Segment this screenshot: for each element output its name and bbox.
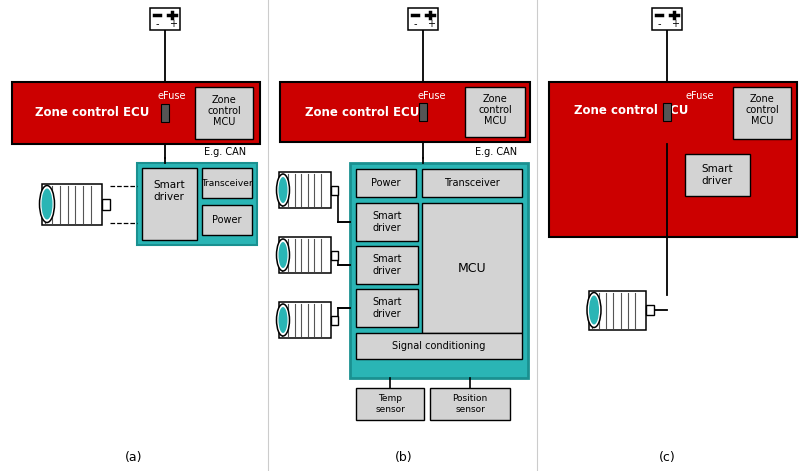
Text: eFuse: eFuse: [686, 91, 714, 101]
Ellipse shape: [589, 295, 599, 325]
Text: eFuse: eFuse: [418, 91, 446, 101]
Text: -: -: [414, 19, 417, 29]
Text: E.g. CAN: E.g. CAN: [475, 147, 517, 157]
Bar: [422, 203, 522, 333]
Bar: [279, 172, 331, 208]
Text: (b): (b): [395, 452, 413, 464]
Ellipse shape: [277, 304, 290, 336]
Bar: [161, 104, 169, 122]
Bar: [652, 8, 682, 30]
Bar: [422, 169, 522, 197]
Bar: [142, 168, 197, 240]
Bar: [419, 103, 427, 121]
Text: Position
sensor: Position sensor: [452, 394, 488, 414]
Text: Zone: Zone: [750, 94, 774, 104]
Text: MCU: MCU: [213, 117, 235, 127]
Bar: [430, 388, 510, 420]
Bar: [331, 316, 338, 325]
Bar: [280, 82, 530, 142]
Ellipse shape: [278, 177, 287, 203]
Text: Smart
driver: Smart driver: [701, 164, 733, 186]
Text: Transceiver: Transceiver: [201, 179, 253, 187]
Ellipse shape: [42, 188, 53, 219]
Text: control: control: [745, 105, 779, 115]
Text: Smart
driver: Smart driver: [372, 211, 402, 233]
Text: Smart
driver: Smart driver: [153, 180, 185, 202]
Text: Transceiver: Transceiver: [444, 178, 500, 188]
Text: MCU: MCU: [484, 116, 506, 126]
Bar: [202, 205, 252, 235]
Bar: [150, 8, 180, 30]
Text: Smart
driver: Smart driver: [372, 254, 402, 276]
Bar: [356, 388, 424, 420]
Text: +: +: [671, 19, 679, 29]
Text: MCU: MCU: [458, 261, 486, 275]
Bar: [331, 251, 338, 260]
Text: Temp
sensor: Temp sensor: [375, 394, 405, 414]
Bar: [195, 87, 253, 139]
Ellipse shape: [587, 292, 601, 327]
Text: Zone control ECU: Zone control ECU: [574, 104, 688, 116]
Bar: [356, 203, 418, 241]
Text: Zone control ECU: Zone control ECU: [35, 106, 149, 120]
Text: Power: Power: [371, 178, 401, 188]
Bar: [408, 8, 438, 30]
Text: +: +: [427, 19, 435, 29]
Bar: [137, 163, 257, 245]
Text: control: control: [207, 106, 241, 116]
Ellipse shape: [39, 186, 54, 222]
Bar: [685, 154, 750, 196]
Bar: [733, 87, 791, 139]
Bar: [646, 305, 654, 315]
Text: (c): (c): [658, 452, 675, 464]
Bar: [202, 168, 252, 198]
Text: Zone control ECU: Zone control ECU: [305, 106, 419, 119]
Text: +: +: [169, 19, 177, 29]
Text: MCU: MCU: [751, 116, 773, 126]
Bar: [279, 302, 331, 338]
Text: eFuse: eFuse: [158, 91, 186, 101]
Text: -: -: [155, 19, 158, 29]
Text: Zone: Zone: [482, 94, 507, 104]
Bar: [465, 87, 525, 137]
Bar: [356, 333, 522, 359]
Text: Signal conditioning: Signal conditioning: [392, 341, 486, 351]
Bar: [356, 246, 418, 284]
Bar: [549, 82, 797, 237]
Bar: [663, 103, 671, 121]
Text: -: -: [658, 19, 661, 29]
Bar: [12, 82, 260, 144]
Ellipse shape: [277, 239, 290, 271]
Bar: [42, 184, 102, 225]
Text: Zone: Zone: [212, 95, 236, 105]
Bar: [356, 169, 416, 197]
Ellipse shape: [278, 307, 287, 333]
Ellipse shape: [277, 174, 290, 206]
Text: E.g. CAN: E.g. CAN: [204, 147, 246, 157]
Ellipse shape: [278, 242, 287, 268]
Bar: [331, 186, 338, 195]
Text: Power: Power: [212, 215, 242, 225]
Text: (a): (a): [126, 452, 142, 464]
Bar: [589, 291, 646, 330]
Bar: [102, 199, 110, 210]
Bar: [356, 289, 418, 327]
Text: control: control: [478, 105, 512, 115]
Text: Smart
driver: Smart driver: [372, 297, 402, 319]
Bar: [350, 163, 528, 378]
Bar: [279, 237, 331, 273]
